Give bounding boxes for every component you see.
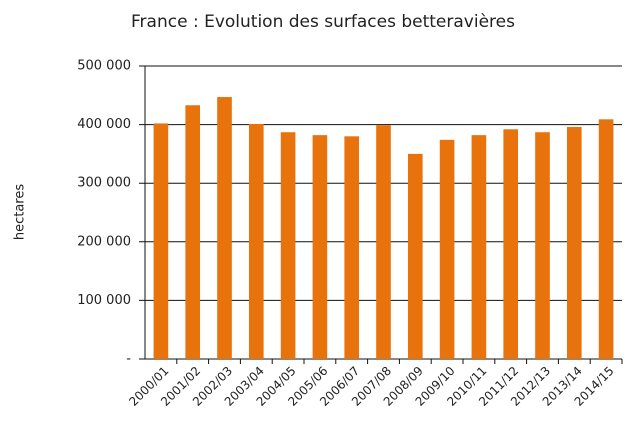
bar bbox=[439, 139, 455, 359]
bar bbox=[471, 135, 487, 359]
bar bbox=[344, 136, 360, 359]
bar bbox=[185, 105, 201, 360]
bar bbox=[535, 132, 550, 359]
bar bbox=[217, 97, 232, 360]
bar bbox=[407, 153, 423, 359]
bar bbox=[598, 119, 614, 360]
y-tick-label: - bbox=[126, 352, 131, 367]
bar bbox=[312, 135, 328, 359]
bar bbox=[503, 129, 519, 359]
bar bbox=[153, 123, 169, 359]
y-tick-label: 500 000 bbox=[77, 59, 131, 74]
y-axis-label: hectares bbox=[13, 184, 28, 241]
y-tick-label: 300 000 bbox=[77, 176, 131, 191]
bar bbox=[280, 132, 296, 359]
y-tick-label: 100 000 bbox=[77, 293, 131, 308]
bar bbox=[566, 126, 582, 359]
chart-title: France : Evolution des surfaces betterav… bbox=[131, 12, 515, 32]
bar bbox=[248, 124, 264, 359]
bar bbox=[376, 125, 391, 359]
y-tick-label: 400 000 bbox=[77, 117, 131, 132]
y-tick-label: 200 000 bbox=[77, 234, 131, 249]
